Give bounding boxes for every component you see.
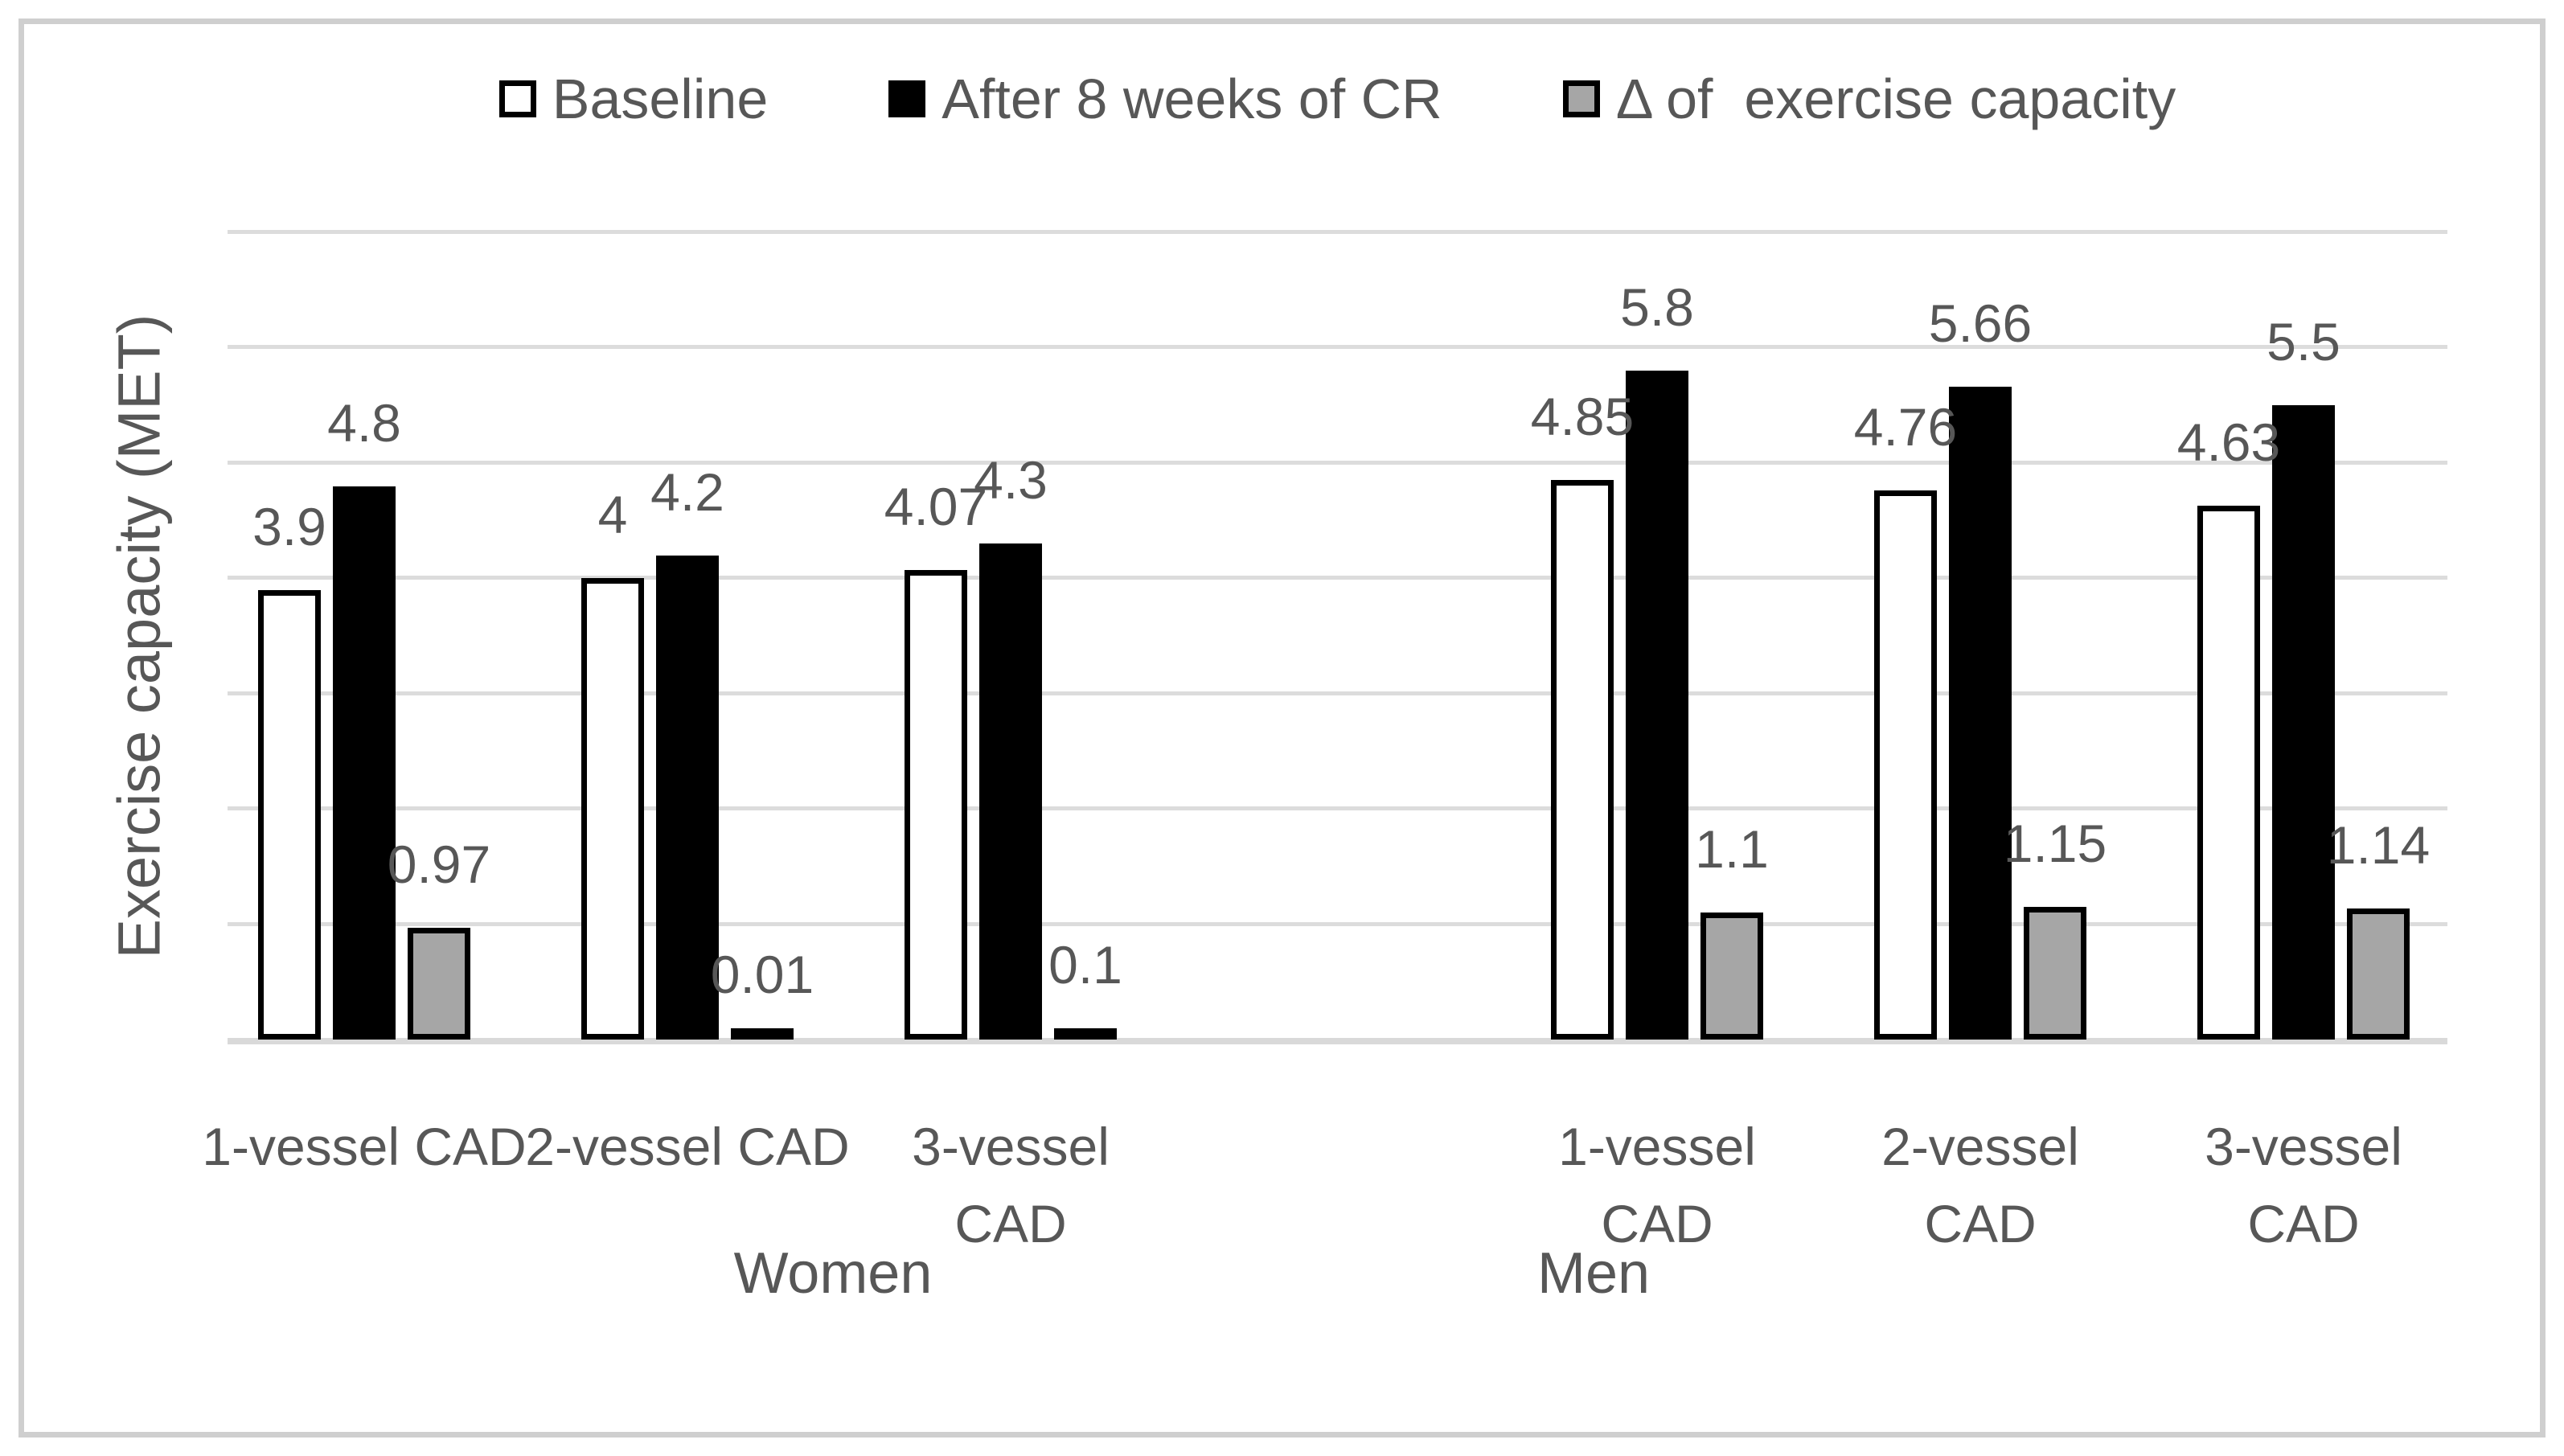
gridline-y-7 <box>228 230 2447 234</box>
legend-label: After 8 weeks of CR <box>942 68 1442 130</box>
category-label-women-1-vessel-cad: 1-vessel CAD <box>202 1117 527 1176</box>
gridline-y-6 <box>228 345 2447 350</box>
data-label-white-men-2-vessel: 4.76 <box>1853 397 1958 457</box>
legend-swatch-icon-white <box>498 80 536 117</box>
plot-area: 3.9 4.8 0.97 4 4.2 0.01 4.07 4.3 0.1 4.85 5.8 1.1 4.… <box>228 230 2447 1044</box>
data-label-black-women-3-vessel: 4.3 <box>974 450 1048 511</box>
legend-item-white: Baseline <box>498 68 769 130</box>
legend-swatch-icon-black <box>888 80 926 117</box>
legend-label: Baseline <box>552 68 769 130</box>
category-label-men-2-vessel: 2-vessel CAD <box>1881 1117 2079 1253</box>
gridline-y-1 <box>228 921 2447 926</box>
bar-black-women-3-vessel <box>979 543 1042 1040</box>
data-label-black-men-2-vessel: 5.66 <box>1928 293 2033 354</box>
gridline-y-3 <box>228 691 2447 695</box>
bar-white-men-1-vessel <box>1551 480 1614 1040</box>
data-label-white-men-3-vessel: 4.63 <box>2176 412 2281 472</box>
bar-gray-men-3-vessel <box>2347 908 2410 1040</box>
bar-gray-women-3-vessel <box>1054 1027 1117 1040</box>
bar-gray-women-2-vessel-cad <box>731 1028 794 1040</box>
legend-swatch-icon-gray <box>1562 80 1600 117</box>
data-label-white-women-2-vessel-cad: 4 <box>597 485 628 545</box>
section-label-women: Women <box>733 1241 933 1306</box>
bar-black-women-1-vessel-cad <box>333 486 396 1040</box>
data-label-black-women-2-vessel-cad: 4.2 <box>650 461 724 522</box>
gridline-y-4 <box>228 576 2447 580</box>
bar-gray-women-1-vessel-cad <box>408 927 470 1040</box>
bar-white-women-1-vessel-cad <box>258 589 321 1040</box>
bar-gray-men-1-vessel <box>1700 913 1763 1040</box>
legend: Baseline After 8 weeks of CR Δ of exercise… <box>228 63 2447 135</box>
data-label-gray-women-1-vessel-cad: 0.97 <box>387 834 491 894</box>
bar-white-men-2-vessel <box>1874 490 1937 1040</box>
data-label-gray-men-3-vessel: 1.14 <box>2326 814 2431 875</box>
bar-black-women-2-vessel-cad <box>656 555 719 1040</box>
legend-item-black: After 8 weeks of CR <box>888 71 1442 127</box>
legend-label: Δ of exercise capacity <box>1615 68 2176 130</box>
bar-white-women-2-vessel-cad <box>581 578 644 1040</box>
category-label-women-2-vessel-cad: 2-vessel CAD <box>525 1117 850 1176</box>
category-label-men-3-vessel: 3-vessel CAD <box>2205 1117 2402 1253</box>
data-label-black-men-1-vessel: 5.8 <box>1620 277 1694 338</box>
section-label-men: Men <box>1536 1241 1651 1306</box>
y-axis-title: Exercise capacity (MET) <box>95 232 183 1040</box>
data-label-gray-men-2-vessel: 1.15 <box>2003 814 2107 874</box>
category-label-women-3-vessel: 3-vessel CAD <box>912 1117 1110 1253</box>
data-label-gray-women-2-vessel-cad: 0.01 <box>710 945 814 1004</box>
chart-figure-border <box>18 18 2546 1438</box>
bar-gray-men-2-vessel <box>2024 907 2086 1040</box>
data-label-black-women-1-vessel-cad: 4.8 <box>327 392 401 453</box>
gridline-y-5 <box>228 460 2447 465</box>
data-label-white-men-1-vessel: 4.85 <box>1530 387 1635 447</box>
bar-black-men-3-vessel <box>2272 405 2335 1040</box>
data-label-white-women-1-vessel-cad: 3.9 <box>252 496 326 556</box>
data-label-gray-women-3-vessel: 0.1 <box>1048 934 1122 995</box>
data-label-gray-men-1-vessel: 1.1 <box>1695 819 1769 880</box>
bar-black-men-1-vessel <box>1626 371 1688 1040</box>
bar-white-women-3-vessel <box>905 570 967 1040</box>
legend-item-gray: Δ of exercise capacity <box>1562 68 2176 130</box>
data-label-black-men-3-vessel: 5.5 <box>2267 312 2340 372</box>
x-axis-line <box>228 1038 2447 1044</box>
bar-black-men-2-vessel <box>1949 387 2012 1040</box>
y-axis-title-text: Exercise capacity (MET) <box>105 314 173 958</box>
data-label-white-women-3-vessel: 4.07 <box>884 477 988 537</box>
bar-white-men-3-vessel <box>2197 505 2260 1040</box>
category-label-men-1-vessel: 1-vessel CAD <box>1558 1117 1756 1253</box>
gridline-y-2 <box>228 806 2447 811</box>
